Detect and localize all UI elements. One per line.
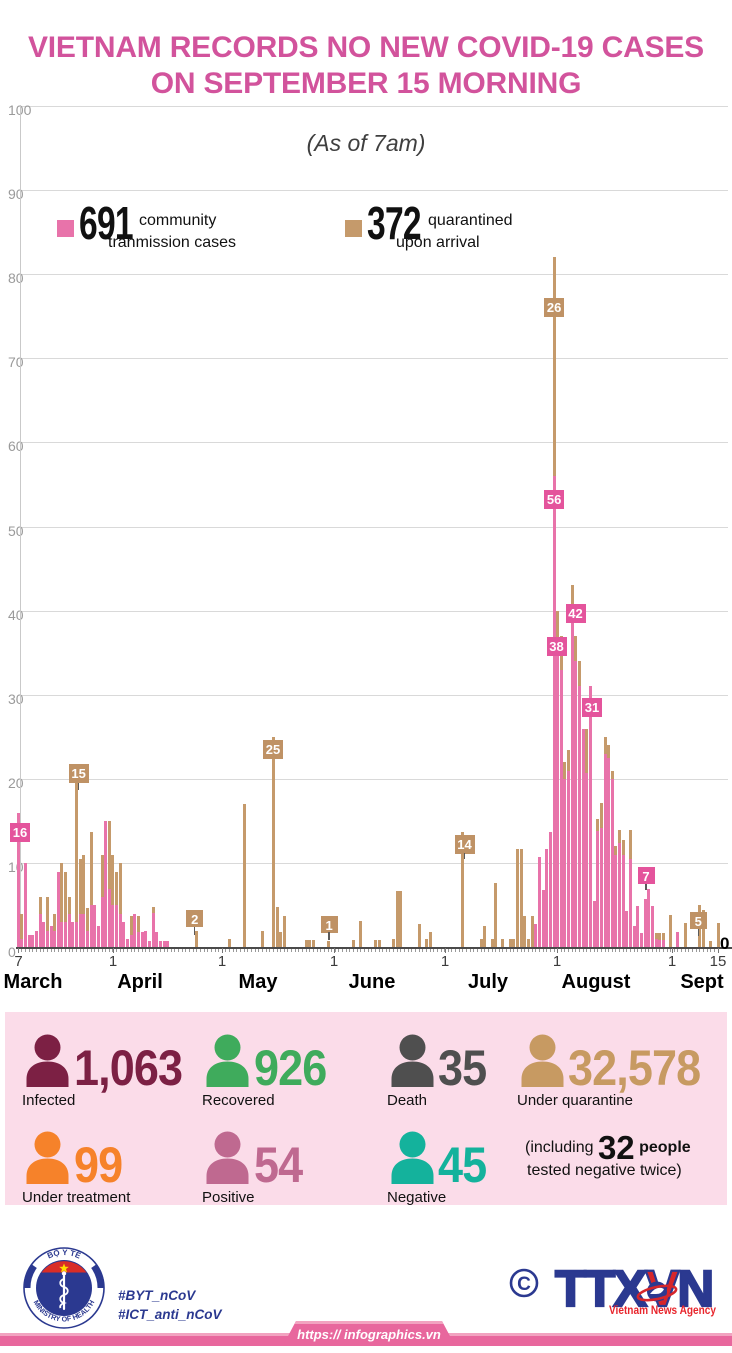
- svg-text:C: C: [517, 1274, 531, 1295]
- svg-text:BỘ Y TẾ: BỘ Y TẾ: [46, 1248, 83, 1261]
